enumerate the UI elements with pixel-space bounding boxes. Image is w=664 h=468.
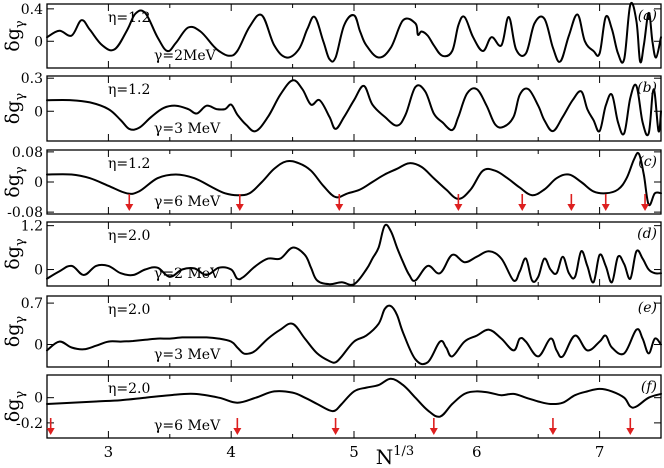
panel-frame [46, 221, 662, 287]
gamma-annotation: γ=2 MeV [154, 266, 221, 282]
y-tick-label: 0 [34, 104, 43, 120]
red-arrow-icon [125, 194, 134, 211]
panel-label: (d) [637, 226, 657, 242]
gamma-annotation: γ=2MeV [154, 48, 217, 64]
y-tick-label: 0.4 [21, 2, 43, 18]
eta-annotation: η=1.2 [108, 10, 150, 26]
x-tick-label: 3 [104, 443, 114, 461]
red-arrow-icon [233, 418, 242, 435]
y-tick-label: 0.08 [12, 145, 43, 161]
y-tick-label: -0.08 [7, 205, 43, 221]
panel-frame [46, 75, 662, 142]
y-tick-label: 0.3 [21, 71, 43, 87]
eta-annotation: η=2.0 [108, 381, 150, 397]
x-tick-label: 5 [349, 443, 359, 461]
red-arrow-icon [601, 194, 610, 211]
gamma-annotation: γ=6 MeV [154, 418, 221, 434]
y-tick-label: 0 [34, 391, 43, 407]
panel-4: 1.2 0 δgγ η=2.0 γ=2 MeV (d) [2, 219, 662, 287]
series-line [46, 2, 662, 64]
series-line [46, 377, 662, 418]
red-arrow-icon [335, 194, 344, 211]
y-tick-label: 1.2 [21, 219, 43, 235]
panel-label: (b) [637, 80, 657, 96]
x-tick-label: 7 [595, 443, 605, 461]
red-arrow-icon [518, 194, 527, 211]
red-arrow-icon [641, 194, 650, 211]
red-arrow-icon [46, 418, 55, 435]
series-line [46, 79, 662, 137]
panel-label: (c) [638, 154, 657, 170]
panel-5: 0.7 0 δgγ η=2.0 γ=3 MeV (e) [2, 295, 662, 368]
x-axis-label: N1/3 [376, 444, 414, 468]
panel-3: 0.08 0 -0.08 δgγ η=1.2 γ=6 MeV (c) [2, 145, 662, 221]
red-arrow-icon [548, 418, 557, 435]
panel-frame [46, 295, 662, 368]
red-arrow-icon [626, 418, 635, 435]
y-axis-label: δgγ [2, 391, 28, 423]
x-tick-label: 6 [472, 443, 482, 461]
eta-annotation: η=2.0 [108, 228, 150, 244]
panel-1: 0.4 0 δgγ η=1.2 γ=2MeV (a) [2, 2, 662, 69]
eta-annotation: η=1.2 [108, 82, 150, 98]
y-axis-label: δgγ [2, 238, 28, 270]
red-arrow-icon [567, 194, 576, 211]
panel-frame [46, 3, 662, 69]
panel-label: (f) [641, 379, 657, 395]
x-tick-label: 4 [226, 443, 236, 461]
panel-frame [46, 374, 662, 439]
red-arrow-icon [331, 418, 340, 435]
y-tick-label: -0.2 [16, 416, 43, 432]
red-arrow-icon [235, 194, 244, 211]
gamma-annotation: γ=3 MeV [154, 347, 221, 363]
eta-annotation: η=2.0 [108, 302, 150, 318]
y-axis-label: δgγ [2, 316, 28, 348]
y-axis-label: δgγ [2, 20, 28, 52]
red-arrow-icon [429, 418, 438, 435]
panel-2: 0.3 0 δgγ η=1.2 γ=3 MeV (b) [2, 71, 662, 142]
y-tick-label: 0 [34, 338, 43, 354]
panel-label: (a) [638, 8, 657, 24]
series-line [46, 304, 662, 366]
panel-frame [46, 149, 662, 215]
y-tick-label: 0 [34, 175, 43, 191]
red-arrow-icon [454, 194, 463, 211]
y-tick-label: 0.7 [21, 296, 43, 312]
gamma-annotation: γ=3 MeV [154, 121, 221, 137]
series-line [46, 223, 662, 286]
series-line [46, 151, 662, 207]
y-tick-label: 0 [34, 263, 43, 279]
eta-annotation: η=1.2 [108, 156, 150, 172]
y-axis-label: δgγ [2, 166, 28, 198]
y-tick-label: 0 [34, 34, 43, 50]
panel-label: (e) [638, 300, 657, 316]
gamma-annotation: γ=6 MeV [154, 194, 221, 210]
y-axis-label: δgγ [2, 93, 28, 125]
